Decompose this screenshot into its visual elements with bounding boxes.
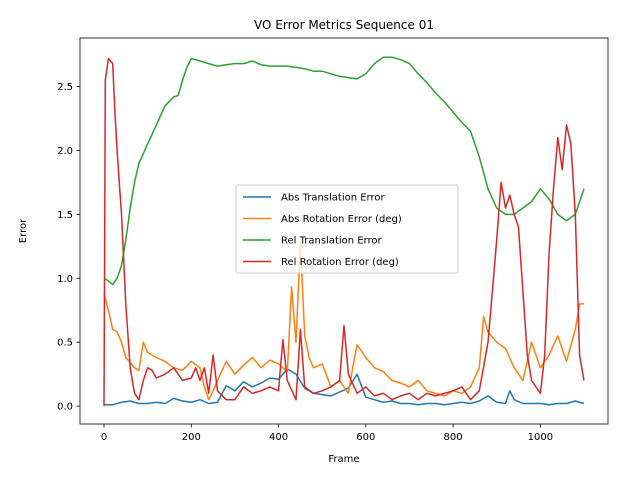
series-line-4 — [103, 57, 585, 407]
legend-label: Abs Translation Error — [281, 193, 386, 204]
x-tick-label: 600 — [356, 432, 375, 443]
x-axis-label: Frame — [328, 454, 359, 465]
x-tick-label: 0 — [101, 432, 107, 443]
legend-label: Rel Rotation Error (deg) — [281, 257, 399, 268]
series-line-1 — [104, 368, 585, 406]
series-line-2 — [103, 241, 584, 401]
series-line-3 — [103, 56, 585, 286]
y-tick-label: 0.0 — [57, 402, 73, 413]
y-tick-label: 2.5 — [57, 82, 73, 93]
y-tick-label: 1.5 — [57, 210, 73, 221]
legend-label: Rel Translation Error — [281, 236, 383, 247]
plot-frame — [79, 37, 609, 425]
y-tick-label: 2.0 — [57, 146, 73, 157]
x-tick-label: 1000 — [528, 432, 553, 443]
legend: Abs Translation Error Abs Rotation Error … — [235, 184, 459, 274]
x-axis-ticks: 0 200 400 600 800 1000 — [101, 424, 553, 443]
y-axis-ticks: 0.0 0.5 1.0 1.5 2.0 2.5 — [57, 82, 80, 413]
y-tick-label: 1.0 — [57, 274, 73, 285]
legend-box — [235, 184, 459, 274]
series-layer — [103, 56, 585, 407]
y-tick-label: 0.5 — [57, 338, 73, 349]
y-axis-label: Error — [18, 218, 29, 243]
x-tick-label: 800 — [444, 432, 463, 443]
legend-label: Abs Rotation Error (deg) — [281, 214, 402, 225]
x-tick-label: 200 — [182, 432, 201, 443]
chart-title: VO Error Metrics Sequence 01 — [254, 18, 434, 32]
x-tick-label: 400 — [269, 432, 288, 443]
